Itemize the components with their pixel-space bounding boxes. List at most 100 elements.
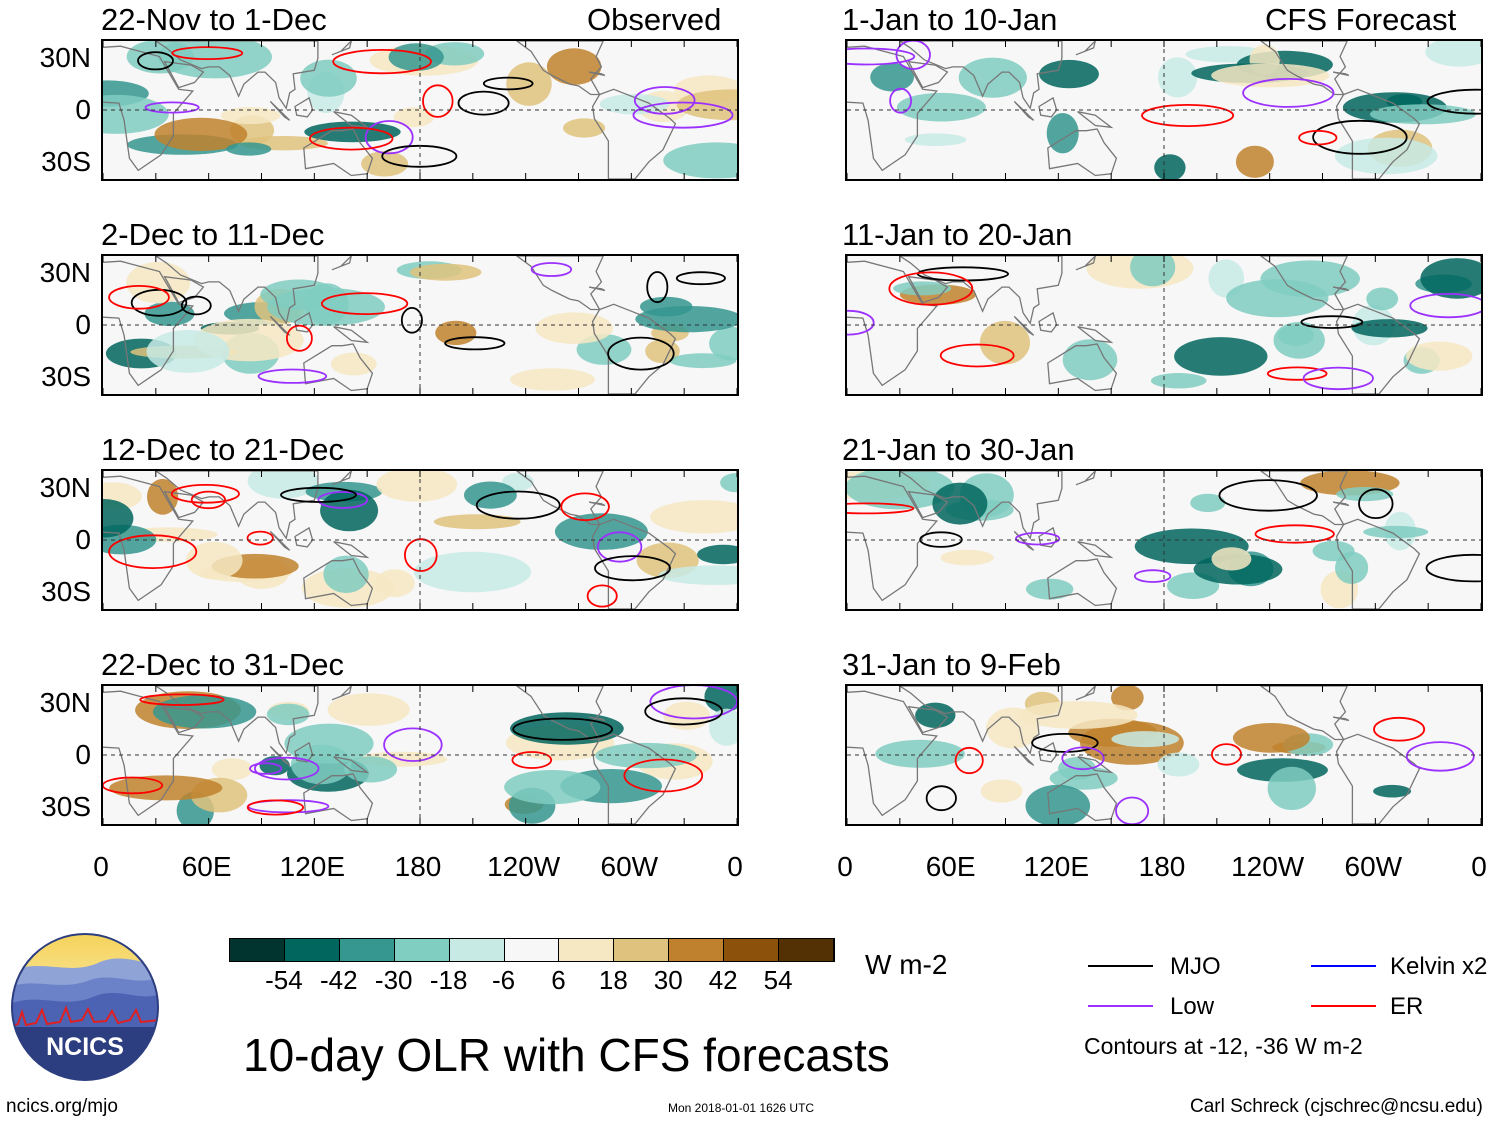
olr-anomaly bbox=[709, 326, 737, 361]
olr-anomaly bbox=[1174, 337, 1268, 376]
lon-label: 60E bbox=[925, 851, 976, 882]
coastline bbox=[1259, 471, 1348, 526]
map-canvas bbox=[847, 686, 1481, 824]
lat-label: 0 bbox=[75, 309, 91, 340]
wave-contour bbox=[1312, 119, 1408, 155]
wave-contour bbox=[108, 284, 170, 310]
coastline bbox=[333, 756, 370, 774]
olr-anomaly bbox=[979, 320, 1030, 365]
wave-contour bbox=[1015, 531, 1061, 546]
lat-label: 0 bbox=[75, 524, 91, 555]
colorbar-tick: 30 bbox=[653, 965, 683, 995]
olr-anomaly bbox=[247, 471, 319, 499]
coastline bbox=[333, 326, 370, 344]
wave-contour bbox=[1298, 129, 1338, 146]
wave-contour bbox=[332, 49, 432, 75]
olr-anomaly bbox=[645, 339, 680, 364]
panel-title: 1-Jan to 10-Jan bbox=[842, 2, 1058, 37]
wave-contour bbox=[285, 324, 313, 352]
coastline bbox=[1259, 686, 1348, 741]
coastline bbox=[1077, 541, 1114, 559]
legend-line-kelvin bbox=[1311, 965, 1376, 967]
olr-anomaly bbox=[433, 514, 521, 530]
coastline bbox=[1332, 286, 1350, 292]
coastline bbox=[898, 686, 1063, 755]
coastline bbox=[269, 100, 291, 121]
wave-contour bbox=[530, 262, 573, 277]
coastline bbox=[591, 733, 677, 824]
olr-anomaly bbox=[266, 703, 310, 726]
coastline bbox=[1332, 501, 1350, 507]
coastline bbox=[898, 471, 1063, 540]
wave-contour bbox=[180, 295, 212, 316]
coastline bbox=[515, 41, 604, 96]
coastline bbox=[907, 705, 949, 734]
wave-contour bbox=[1373, 716, 1426, 742]
lat-label: 30N bbox=[39, 42, 91, 74]
olr-anomaly bbox=[409, 263, 482, 281]
wave-contour bbox=[137, 51, 174, 71]
website-link[interactable]: ncics.org/mjo bbox=[6, 1096, 118, 1117]
coastline bbox=[588, 71, 606, 77]
olr-anomaly bbox=[875, 739, 965, 768]
coastline bbox=[1038, 96, 1058, 118]
observed-label: Observed bbox=[587, 2, 722, 37]
wave-contour bbox=[1115, 796, 1150, 824]
olr-anomaly bbox=[1211, 547, 1252, 571]
olr-anomaly bbox=[663, 142, 737, 179]
colorbar-tick: -18 bbox=[429, 965, 468, 995]
olr-anomaly bbox=[1154, 154, 1186, 179]
wave-contour bbox=[847, 309, 875, 336]
wave-contour bbox=[607, 336, 675, 371]
colorbar-tick: 6 bbox=[551, 965, 566, 995]
coastline bbox=[333, 541, 370, 559]
olr-anomaly bbox=[1026, 578, 1074, 600]
lat-label: 0 bbox=[75, 94, 91, 125]
wave-contour bbox=[280, 486, 357, 503]
coastline bbox=[591, 303, 677, 394]
coastline bbox=[1077, 756, 1114, 774]
olr-anomaly bbox=[720, 473, 737, 493]
olr-anomaly bbox=[185, 541, 243, 580]
logo-graphic: NCICS bbox=[11, 933, 159, 1081]
olr-anomaly bbox=[1235, 145, 1274, 178]
wave-contour bbox=[1254, 524, 1335, 544]
olr-anomaly bbox=[1025, 784, 1091, 824]
coastline bbox=[1075, 686, 1096, 701]
olr-anomaly bbox=[506, 62, 552, 106]
olr-anomaly bbox=[697, 544, 737, 565]
coastline bbox=[1075, 256, 1096, 271]
lon-label: 120W bbox=[1231, 851, 1305, 882]
coastline bbox=[1335, 733, 1421, 824]
wave-contour bbox=[364, 120, 414, 155]
olr-anomaly bbox=[546, 48, 602, 85]
coastline bbox=[163, 275, 205, 304]
map-canvas bbox=[103, 256, 737, 394]
olr-anomaly bbox=[1150, 373, 1207, 389]
coastline bbox=[907, 490, 949, 519]
colorbar-swatch bbox=[504, 939, 560, 961]
coastline bbox=[591, 518, 677, 609]
wave-contour bbox=[1141, 104, 1235, 128]
wave-contour bbox=[190, 490, 226, 510]
olr-anomaly bbox=[1334, 137, 1438, 175]
coastline bbox=[1047, 128, 1118, 177]
wave-contour bbox=[1426, 88, 1481, 115]
legend-line-low bbox=[1088, 1005, 1153, 1007]
wave-contour bbox=[144, 101, 200, 114]
wave-contour bbox=[249, 762, 283, 775]
coastline bbox=[588, 716, 606, 722]
colorbar-units: W m-2 bbox=[865, 949, 948, 980]
coastline bbox=[847, 690, 939, 817]
coastline bbox=[588, 286, 606, 292]
coastline bbox=[103, 690, 195, 817]
coastline bbox=[1335, 303, 1421, 394]
colorbar-tick: 42 bbox=[708, 965, 738, 995]
coastline bbox=[1077, 111, 1114, 129]
wave-contour bbox=[623, 758, 704, 793]
coastline bbox=[898, 256, 1063, 325]
wave-contour bbox=[1300, 315, 1364, 329]
coastline bbox=[1075, 471, 1096, 486]
wave-contour bbox=[308, 126, 394, 151]
panel-title: 2-Dec to 11-Dec bbox=[101, 217, 325, 252]
